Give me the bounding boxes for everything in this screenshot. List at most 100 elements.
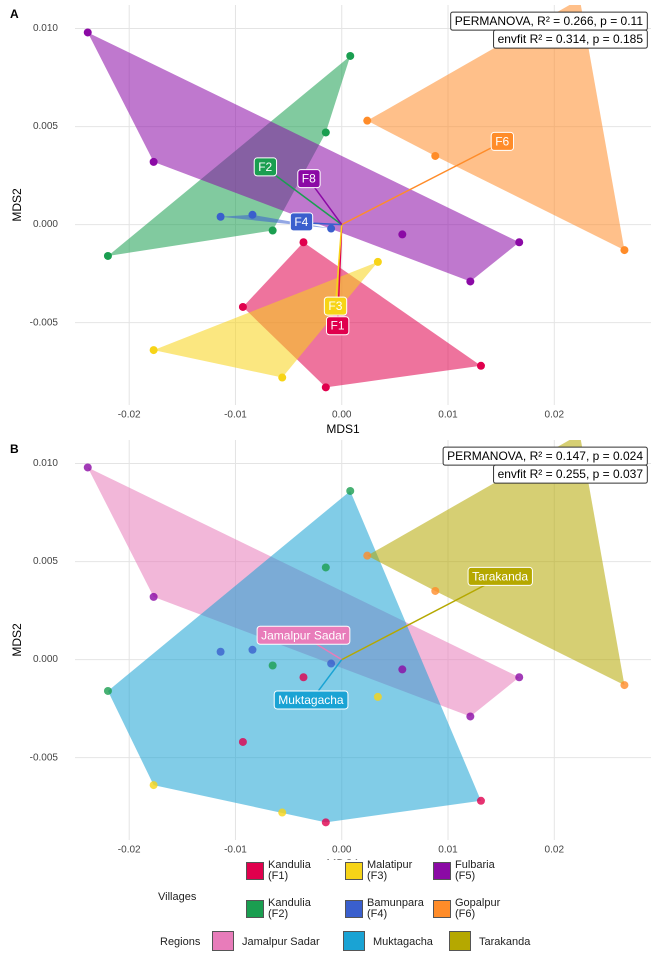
x-tick-label: -0.01 [224, 845, 247, 856]
y-tick-label: 0.010 [33, 23, 58, 34]
point [515, 673, 524, 682]
point [278, 373, 287, 382]
legend-swatch [433, 900, 451, 918]
vector [341, 576, 501, 661]
point [398, 230, 407, 239]
region-label: Jamalpur Sadar [242, 936, 320, 948]
x-tick-label: -0.01 [224, 410, 247, 421]
point [149, 157, 158, 166]
point [346, 51, 355, 60]
hull [107, 490, 481, 823]
point [248, 645, 257, 654]
region-label: Tarakanda [479, 936, 531, 948]
point [321, 128, 330, 137]
point [83, 463, 92, 472]
vector-label-box [253, 157, 278, 177]
point [248, 210, 257, 219]
annotation: PERMANOVA, R² = 0.147, p = 0.024 [447, 449, 643, 463]
plot-area [83, 0, 629, 392]
y-tick-label: 0.005 [33, 121, 58, 132]
legend-label: Malatipur (F3) [367, 859, 413, 882]
x-tick-label: 0.00 [332, 845, 352, 856]
vector-label-box [289, 212, 314, 232]
point [149, 781, 158, 790]
point [321, 818, 330, 827]
vector-label: F1 [330, 319, 344, 333]
point [103, 686, 112, 695]
legend-swatch [345, 862, 363, 880]
y-tick-label: 0.010 [33, 458, 58, 469]
point [476, 361, 485, 370]
annotation: PERMANOVA, R² = 0.266, p = 0.11 [455, 14, 644, 28]
vector [264, 167, 343, 226]
x-tick-label: 0.00 [332, 410, 352, 421]
vector [341, 141, 503, 226]
point [238, 737, 247, 746]
point [299, 238, 308, 247]
point [466, 277, 475, 286]
legend-swatch [433, 862, 451, 880]
point [216, 212, 225, 221]
y-axis-label: MDS2 [10, 623, 24, 657]
x-tick-label: -0.02 [118, 410, 141, 421]
point [620, 246, 629, 255]
legend-swatch [246, 862, 264, 880]
annotation-box [493, 29, 648, 49]
hull [367, 5, 625, 251]
hull [87, 32, 520, 282]
vector-label: Tarakanda [472, 569, 528, 583]
vector-label-box [467, 566, 533, 586]
x-tick-label: 0.02 [545, 845, 565, 856]
point [103, 251, 112, 260]
x-tick-label: 0.01 [438, 845, 458, 856]
chart: -0.02 -0.01 0.00 0.01 0.02 -0.005 0.000 0.005 0.… [10, 0, 651, 860]
plot-area [83, 430, 629, 827]
point [216, 647, 225, 656]
annotation: envfit R² = 0.255, p = 0.037 [498, 467, 644, 481]
vector-label: F3 [328, 299, 342, 313]
y-tick-label: 0.005 [33, 556, 58, 567]
panel-label: B [10, 442, 19, 456]
point [321, 563, 330, 572]
region-label: Muktagacha [373, 936, 433, 948]
point [466, 712, 475, 721]
point [149, 346, 158, 355]
vector-label: F4 [294, 215, 308, 229]
legend-swatch [345, 900, 363, 918]
point [576, 430, 584, 438]
vector-label-box [297, 169, 321, 189]
point [576, 0, 584, 3]
region-swatch [343, 931, 365, 951]
point [398, 665, 407, 674]
legend-swatch [246, 900, 264, 918]
y-tick-label: 0.000 [33, 219, 58, 230]
annotation-box [493, 464, 648, 484]
point [83, 28, 92, 37]
point [431, 586, 440, 595]
vector-label: F2 [258, 160, 272, 174]
vector-label: Muktagacha [278, 693, 344, 707]
point [363, 116, 372, 125]
x-tick-label: 0.02 [545, 410, 565, 421]
hull [153, 261, 378, 378]
point [299, 673, 308, 682]
x-tick-label: -0.02 [118, 845, 141, 856]
legend-label: Bamunpara (F4) [367, 897, 424, 920]
y-tick-label: -0.005 [30, 752, 59, 763]
point [346, 486, 355, 495]
y-tick-label: 0.000 [33, 654, 58, 665]
vector-label-box [273, 690, 349, 710]
point [515, 238, 524, 247]
point [149, 592, 158, 601]
y-axis-label: MDS2 [10, 188, 24, 222]
annotation: envfit R² = 0.314, p = 0.185 [498, 32, 644, 46]
legend-label: Fulbaria (F5) [455, 859, 495, 882]
point [476, 796, 485, 805]
region-swatch [449, 931, 471, 951]
point [268, 226, 277, 235]
vector-label: F8 [302, 172, 316, 186]
vector-label: F6 [495, 134, 509, 148]
x-axis-label: MDS1 [326, 857, 360, 860]
hull [367, 440, 625, 686]
